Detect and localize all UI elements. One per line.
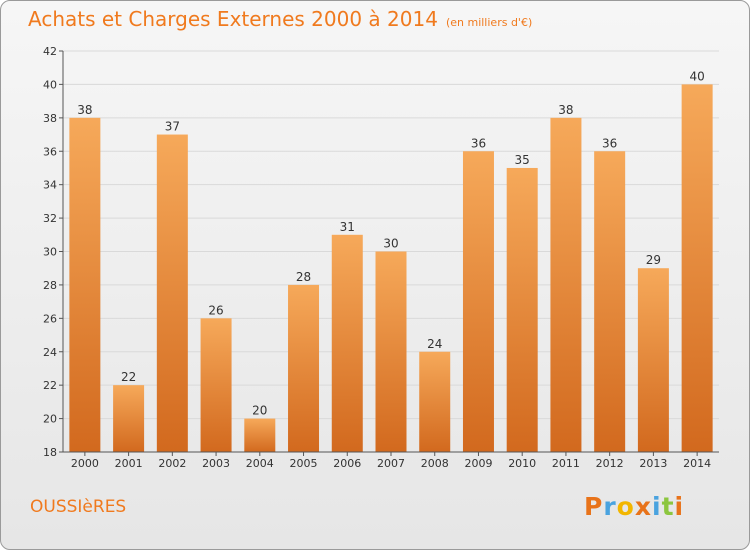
bar: [69, 117, 101, 452]
logo-letter: i: [674, 492, 685, 521]
location-name: OUSSIèRES: [30, 497, 127, 517]
data-label: 20: [252, 404, 267, 418]
x-tick-label: 2008: [421, 457, 449, 470]
bar: [681, 84, 713, 453]
logo-letter: r: [603, 492, 617, 521]
data-label: 24: [427, 337, 442, 351]
x-tick-label: 2002: [158, 457, 186, 470]
y-tick-label: 30: [43, 246, 57, 259]
data-label: 30: [383, 237, 398, 251]
x-tick-label: 2010: [508, 457, 536, 470]
y-tick-label: 32: [43, 212, 57, 225]
y-tick-label: 26: [43, 312, 57, 325]
data-label: 36: [602, 136, 617, 150]
y-tick-label: 22: [43, 379, 57, 392]
bar: [375, 251, 407, 452]
bar: [594, 151, 626, 452]
x-tick-label: 2009: [464, 457, 492, 470]
bar: [244, 418, 276, 452]
y-tick-label: 24: [43, 346, 57, 359]
data-label: 28: [296, 270, 311, 284]
logo-letter: x: [634, 492, 652, 521]
y-tick-label: 20: [43, 413, 57, 426]
data-label: 40: [689, 69, 704, 83]
data-label: 36: [471, 136, 486, 150]
y-tick-label: 42: [43, 45, 57, 58]
x-tick-label: 2003: [202, 457, 230, 470]
x-tick-label: 2013: [639, 457, 667, 470]
bar: [200, 318, 232, 452]
chart-title: Achats et Charges Externes 2000 à 2014 (e…: [28, 7, 532, 31]
y-tick-label: 18: [43, 446, 57, 459]
bar: [506, 167, 538, 453]
data-label: 38: [558, 103, 573, 117]
x-tick-label: 2014: [683, 457, 711, 470]
x-tick-label: 2000: [71, 457, 99, 470]
x-tick-label: 2007: [377, 457, 405, 470]
bars: 38 22 37 26 20 28 31 30 24 36 35 38 36 29 40: [69, 69, 713, 453]
bar: [637, 268, 669, 452]
y-tick-label: 40: [43, 78, 57, 91]
data-label: 22: [121, 370, 136, 384]
bar: [156, 134, 188, 452]
data-label: 26: [208, 303, 223, 317]
y-tick-label: 34: [43, 179, 57, 192]
data-label: 29: [646, 253, 661, 267]
bar: [331, 234, 363, 452]
chart-title-text: Achats et Charges Externes 2000 à 2014: [28, 7, 438, 31]
data-label: 31: [340, 220, 355, 234]
x-tick-label: 2011: [552, 457, 580, 470]
x-tick-label: 2001: [115, 457, 143, 470]
x-tick-label: 2012: [596, 457, 624, 470]
bar: [462, 151, 494, 452]
logo-letter: i: [652, 492, 662, 521]
x-tick-label: 2005: [290, 457, 318, 470]
bar: [288, 284, 320, 452]
bar: [550, 117, 582, 452]
x-tick-label: 2006: [333, 457, 361, 470]
logo-letter: P: [584, 492, 604, 521]
data-label: 38: [77, 103, 92, 117]
logo-letter: o: [616, 492, 635, 521]
bar: [113, 385, 145, 452]
y-tick-label: 28: [43, 279, 57, 292]
axes: 18 20 22 24 26 28 30 32 34 36 38 40 42 2000 2001 2002 20…: [43, 45, 719, 470]
logo-letter: t: [661, 492, 675, 521]
y-tick-label: 36: [43, 145, 57, 158]
bar: [419, 351, 451, 452]
y-tick-label: 38: [43, 112, 57, 125]
x-tick-label: 2004: [246, 457, 274, 470]
chart-subtitle: (en milliers d'€): [445, 16, 533, 29]
data-label: 35: [515, 153, 530, 167]
proxiti-logo: Proxiti: [584, 492, 684, 521]
data-label: 37: [165, 120, 180, 134]
